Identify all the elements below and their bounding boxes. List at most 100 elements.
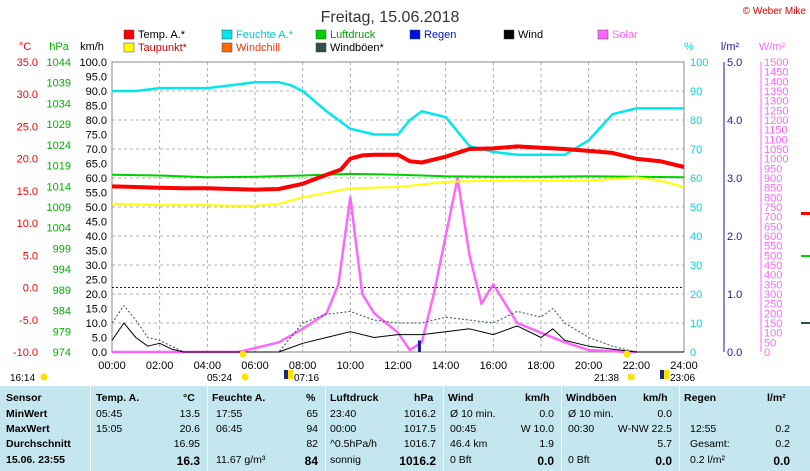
current-temp-marker — [801, 212, 810, 215]
solar-tick-label: 1350 — [764, 86, 788, 98]
header-humidity: Feuchte A. — [212, 392, 266, 404]
solar-tick-label: 400 — [764, 270, 782, 282]
pressure-tick-label: 1034 — [47, 98, 71, 110]
pressure-tick-label: 979 — [53, 326, 71, 338]
header-gust-unit: km/h — [643, 392, 668, 404]
sun-icon — [40, 373, 48, 381]
humidity-tick-label: 30 — [690, 260, 702, 272]
table-cell-label: MaxWert — [6, 423, 50, 435]
legend-label: Windchill — [236, 42, 280, 54]
legend-swatch — [221, 29, 233, 40]
moonrise-time: 07:16 — [294, 373, 319, 384]
legend-label: Taupunkt* — [138, 42, 188, 54]
table-cell-wind-v: 1.9 — [539, 438, 554, 450]
table-cell-temp-v: 20.6 — [179, 423, 200, 435]
solar-tick-label: 550 — [764, 241, 782, 253]
table-cell-press-t: ^0.5hPa/h — [330, 438, 377, 450]
wind-tick-label: 55.0 — [86, 188, 107, 200]
table-cell-wind-v: 0.0 — [537, 454, 554, 468]
table-cell-label: MinWert — [6, 408, 48, 420]
pressure-tick-label: 1004 — [47, 223, 71, 235]
temp-tick-label: 5.0 — [23, 250, 38, 262]
table-cell-temp-t: 15:05 — [96, 423, 123, 435]
wind-tick-label: 65.0 — [86, 159, 107, 171]
header-temp: Temp. A. — [96, 392, 140, 404]
series-line-taupunkt — [111, 176, 685, 207]
solar-tick-label: 150 — [764, 318, 782, 330]
table-cell-press-v: 1017.5 — [403, 423, 436, 435]
humidity-tick-label: 60 — [690, 173, 702, 185]
temp-tick-label: 35.0 — [17, 57, 38, 69]
table-cell-temp-v: 16.3 — [176, 454, 200, 468]
rain-tick-label: 1.0 — [727, 289, 742, 301]
axis-ticks: 35.0 30.0 25.0 20.0 15.0 10.0 5.0 0.0 -5.0 -10.0 1… — [13, 57, 789, 372]
x-tick-label: 12:00 — [384, 360, 412, 372]
legend-swatch — [221, 42, 233, 53]
table-cell-gust-t: 00:30 — [568, 423, 595, 435]
solar-tick-label: 1150 — [764, 125, 788, 137]
solar-tick-label: 200 — [764, 308, 782, 320]
solar-tick-label: 600 — [764, 231, 782, 243]
x-tick-label: 20:00 — [575, 360, 603, 372]
rain-axis-title: l/m² — [721, 41, 740, 53]
header-pressure: Luftdruck — [330, 392, 379, 404]
legend-swatch — [597, 29, 609, 40]
pressure-tick-label: 974 — [53, 347, 71, 359]
moonrise-icon-half — [288, 370, 293, 379]
legend-label: Wind — [518, 29, 543, 41]
rain-tick-label: 4.0 — [727, 115, 742, 127]
humidity-tick-label: 80 — [690, 115, 702, 127]
table-cell-gust-v: 5.7 — [657, 438, 672, 450]
solar-tick-label: 1050 — [764, 144, 788, 156]
pressure-tick-label: 1009 — [47, 202, 71, 214]
wind-tick-label: 5.0 — [92, 333, 107, 345]
legend-swatch — [315, 42, 327, 53]
pressure-tick-label: 1044 — [47, 57, 71, 69]
humidity-tick-label: 100 — [690, 57, 708, 69]
solar-tick-label: 800 — [764, 192, 782, 204]
humidity-tick-label: 90 — [690, 86, 702, 98]
solar-tick-label: 350 — [764, 279, 782, 291]
humidity-tick-label: 70 — [690, 144, 702, 156]
table-cell-label: 15.06. 23:55 — [6, 454, 65, 466]
solar-axis-title: W/m² — [759, 41, 786, 53]
wind-tick-label: 70.0 — [86, 144, 107, 156]
table-cell-press-v: 1016.2 — [399, 454, 436, 468]
legend-label: Regen — [424, 29, 456, 41]
pressure-tick-label: 1024 — [47, 140, 71, 152]
table-cell-gust-t: 0 Bft — [568, 454, 590, 466]
wind-tick-label: 25.0 — [86, 275, 107, 287]
table-cell-press-v: 1016.7 — [403, 438, 436, 450]
temp-tick-label: 30.0 — [17, 89, 38, 101]
temp-tick-label: 15.0 — [17, 186, 38, 198]
statistics-table: Sensor Temp. A. °C Feuchte A. % Luftdruc… — [0, 386, 810, 471]
wind-tick-label: 35.0 — [86, 246, 107, 258]
solar-tick-label: 1250 — [764, 105, 788, 117]
solar-tick-label: 500 — [764, 250, 782, 262]
rain-bar — [417, 340, 421, 352]
header-wind-unit: km/h — [525, 392, 550, 404]
table-cell-label: Durchschnitt — [6, 438, 71, 450]
legend-label: Solar — [612, 29, 638, 41]
temp-tick-label: -5.0 — [19, 315, 38, 327]
left-time: 16:14 — [10, 373, 35, 384]
moonset-time: 23:06 — [670, 373, 695, 384]
solar-tick-label: 1300 — [764, 96, 788, 108]
weather-chart: Freitag, 15.06.2018 © Weber Mike Temp. A… — [10, 6, 810, 384]
legend-swatch — [409, 29, 421, 40]
series-line-wind — [111, 322, 684, 353]
temp-tick-label: -10.0 — [13, 347, 38, 359]
current-gust-marker — [801, 322, 810, 324]
table-cell-rain-t: Gesamt: — [690, 438, 730, 450]
chart-series — [111, 81, 810, 354]
chart-title: Freitag, 15.06.2018 — [321, 9, 460, 26]
axis-titles: °C hPa km/h % l/m² W/m² — [19, 41, 786, 53]
table-cell-temp-v: 16.95 — [173, 438, 200, 450]
temp-axis-title: °C — [19, 41, 31, 53]
wind-tick-label: 95.0 — [86, 72, 107, 84]
table-cell-hum-v: 84 — [304, 454, 318, 468]
series-line-windben — [111, 305, 684, 353]
wind-tick-label: 60.0 — [86, 173, 107, 185]
moonset-icon-half — [664, 370, 669, 379]
table-cell-rain-v: 0.0 — [773, 454, 790, 468]
